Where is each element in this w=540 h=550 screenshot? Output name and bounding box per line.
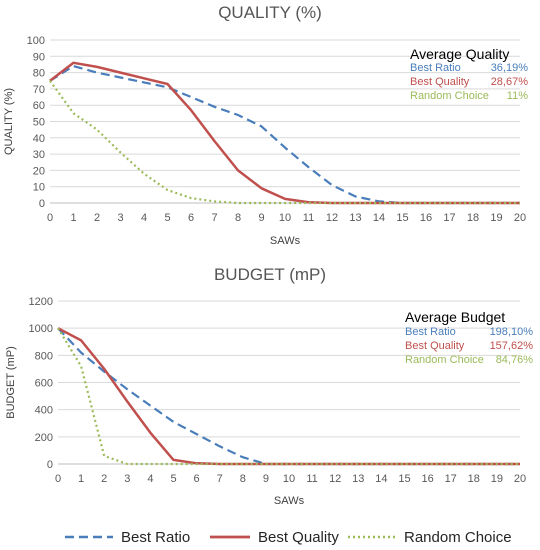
x-tick-label: 17	[443, 212, 455, 224]
x-tick-label: 13	[352, 473, 364, 485]
x-tick-label: 11	[303, 212, 314, 224]
annotation-value: 28,67%	[491, 76, 529, 88]
annotation-heading: Average Quality	[410, 46, 509, 62]
x-tick-label: 6	[188, 212, 194, 224]
annotation-heading: Average Budget	[405, 309, 505, 325]
x-tick-label: 13	[349, 212, 361, 224]
y-tick-label: 100	[27, 35, 45, 47]
y-tick-label: 800	[35, 350, 53, 362]
x-tick-label: 17	[445, 473, 457, 485]
x-tick-label: 7	[217, 473, 223, 485]
x-tick-label: 9	[258, 212, 264, 224]
y-tick-label: 10	[33, 182, 45, 194]
y-tick-label: 60	[33, 100, 45, 112]
y-tick-label: 1000	[29, 323, 53, 335]
annotation-label: Best Ratio	[410, 62, 461, 74]
x-tick-label: 16	[421, 473, 433, 485]
x-tick-label: 4	[147, 473, 153, 485]
annotation-value: 11%	[507, 90, 528, 102]
x-tick-label: 5	[170, 473, 176, 485]
x-axis-label: SAWs	[274, 495, 305, 507]
x-tick-label: 1	[78, 473, 84, 485]
y-tick-label: 0	[39, 198, 45, 210]
x-tick-label: 15	[398, 473, 410, 485]
x-tick-label: 4	[141, 212, 147, 224]
series-line	[49, 64, 520, 205]
y-tick-label: 400	[35, 405, 53, 417]
legend-label: Random Choice	[404, 529, 512, 546]
x-tick-label: 0	[55, 473, 61, 485]
x-tick-label: 20	[514, 212, 526, 224]
legend-label: Best Ratio	[121, 529, 190, 546]
y-tick-label: 80	[33, 68, 45, 80]
x-tick-label: 14	[375, 473, 387, 485]
y-tick-label: 40	[33, 133, 45, 145]
x-tick-label: 1	[70, 212, 76, 224]
y-tick-label: 1200	[29, 296, 53, 308]
annotation-label: Best Ratio	[405, 326, 456, 338]
annotation-value: 36,19%	[491, 62, 529, 74]
annotation-value: 84,76%	[496, 354, 534, 366]
y-tick-label: 90	[33, 51, 45, 63]
x-tick-label: 20	[514, 473, 526, 485]
series-line	[49, 80, 520, 205]
x-tick-label: 3	[124, 473, 130, 485]
annotation-label: Best Quality	[410, 76, 470, 88]
chart-title: BUDGET (mP)	[214, 265, 326, 284]
annotation-value: 157,62%	[490, 340, 534, 352]
x-tick-label: 10	[279, 212, 291, 224]
y-tick-label: 20	[33, 165, 45, 177]
chart-title: QUALITY (%)	[218, 3, 322, 22]
x-tick-label: 19	[490, 212, 502, 224]
x-tick-label: 18	[467, 212, 479, 224]
x-axis-label: SAWs	[270, 235, 301, 247]
annotation-value: 198,10%	[490, 326, 534, 338]
y-tick-label: 600	[35, 378, 53, 390]
x-tick-label: 8	[235, 212, 241, 224]
x-tick-label: 18	[468, 473, 480, 485]
series-line	[49, 61, 520, 205]
x-tick-label: 6	[194, 473, 200, 485]
x-tick-label: 14	[373, 212, 385, 224]
legend-label: Best Quality	[258, 529, 339, 546]
x-tick-label: 16	[420, 212, 432, 224]
x-tick-label: 2	[101, 473, 107, 485]
x-tick-label: 15	[396, 212, 408, 224]
x-tick-label: 9	[263, 473, 269, 485]
y-tick-label: 30	[33, 149, 45, 161]
x-tick-label: 5	[164, 212, 170, 224]
x-tick-label: 2	[94, 212, 100, 224]
x-tick-label: 8	[240, 473, 246, 485]
x-tick-label: 7	[211, 212, 217, 224]
annotation-label: Best Quality	[405, 340, 465, 352]
y-tick-label: 0	[47, 459, 53, 471]
y-tick-label: 50	[33, 117, 45, 129]
annotation-label: Random Choice	[410, 90, 489, 102]
y-axis-label: QUALITY (%)	[3, 88, 15, 155]
y-tick-label: 70	[33, 84, 45, 96]
x-tick-label: 0	[47, 212, 53, 224]
x-tick-label: 19	[491, 473, 503, 485]
series-line	[57, 327, 520, 466]
x-tick-label: 10	[283, 473, 295, 485]
x-tick-label: 11	[306, 473, 317, 485]
annotation-label: Random Choice	[405, 354, 484, 366]
x-tick-label: 12	[326, 212, 338, 224]
y-tick-label: 200	[35, 432, 53, 444]
y-axis-label: BUDGET (mP)	[5, 346, 17, 419]
x-tick-label: 12	[329, 473, 341, 485]
x-tick-label: 3	[117, 212, 123, 224]
legend: Best Ratio Best Quality Random Choice	[65, 529, 512, 546]
